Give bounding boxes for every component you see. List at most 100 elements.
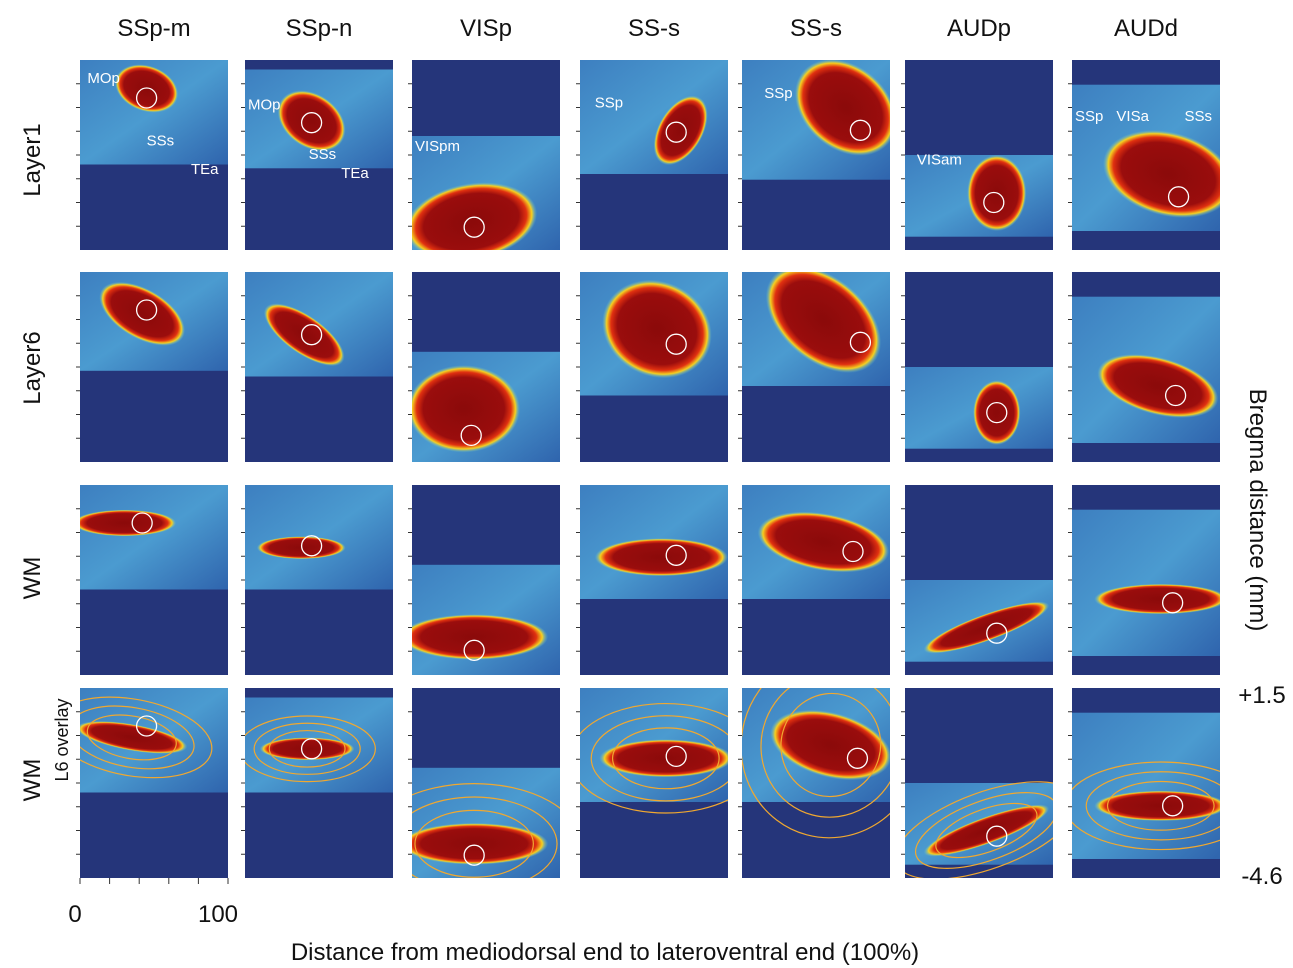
l6-contour xyxy=(905,781,1053,878)
region-label: MOp xyxy=(248,96,281,113)
injection-site xyxy=(846,747,869,769)
l6-contour xyxy=(268,729,346,768)
l6-contour xyxy=(86,714,177,761)
heatmap-panel: SSp VISa SSs xyxy=(1068,60,1220,250)
activation-blob xyxy=(923,601,1050,654)
heatmap-panel xyxy=(576,272,728,462)
region-label: SSp xyxy=(595,95,623,112)
data-band xyxy=(1072,509,1220,656)
panel-content xyxy=(905,60,1053,250)
l6-contour xyxy=(1106,780,1215,831)
heatmap-panel xyxy=(576,688,728,878)
row-label: Layer6 xyxy=(19,331,46,404)
heatmap-panel: VISpm xyxy=(408,60,560,250)
l6-contour xyxy=(590,715,728,802)
activation-blob xyxy=(757,511,890,573)
heatmap-panel xyxy=(901,485,1053,675)
column-title: VISp xyxy=(460,15,512,42)
injection-site xyxy=(983,191,1005,214)
activation-blob xyxy=(599,739,728,778)
injection-site xyxy=(986,622,1008,644)
l6-contour xyxy=(760,688,890,818)
l6-contour xyxy=(935,802,1038,859)
activation-blob xyxy=(973,380,1021,445)
panel-content xyxy=(580,688,728,878)
region-label: VISam xyxy=(917,152,962,169)
injection-site xyxy=(1167,186,1190,208)
region-label: MOp xyxy=(87,70,120,87)
injection-site xyxy=(842,540,864,563)
l6-contour xyxy=(414,809,534,878)
injection-site xyxy=(131,512,153,534)
row-label: WM xyxy=(19,759,46,802)
column-title: AUDd xyxy=(1114,15,1178,42)
l6-contour xyxy=(80,696,213,779)
activation-blob xyxy=(794,60,890,156)
x-tick-label: 100 xyxy=(198,901,238,928)
injection-site xyxy=(135,299,158,321)
l6-contour xyxy=(780,692,882,798)
l6-contour xyxy=(412,783,560,809)
region-label: TEa xyxy=(341,165,369,182)
activation-blob xyxy=(1097,354,1219,418)
panel-content xyxy=(1072,60,1220,250)
x-tick-label: 0 xyxy=(68,901,81,928)
panel-content xyxy=(412,60,560,250)
panel-content xyxy=(412,485,560,675)
column-title: SS-s xyxy=(628,15,680,42)
injection-site xyxy=(460,424,482,447)
l6-contour xyxy=(412,796,558,878)
panel-content xyxy=(245,60,393,250)
heatmap-panel xyxy=(76,688,228,878)
activation-blob xyxy=(770,709,890,781)
heatmap-panel xyxy=(1068,485,1220,675)
heatmap-panel xyxy=(76,272,228,462)
heatmap-panel xyxy=(241,688,393,878)
injection-site xyxy=(1164,384,1187,407)
heatmap-panel xyxy=(1068,272,1220,462)
panel-content xyxy=(412,688,560,878)
activation-blob xyxy=(923,804,1050,857)
panel-content xyxy=(905,688,1053,878)
heatmap-panel: SSp xyxy=(576,60,728,250)
injection-site xyxy=(1161,795,1184,817)
y-tick-label: -4.6 xyxy=(1241,863,1282,890)
data-band xyxy=(245,485,393,590)
activation-blob xyxy=(594,538,728,577)
activation-blob xyxy=(1094,583,1220,615)
panel-content xyxy=(245,485,393,675)
injection-site xyxy=(665,333,687,355)
heatmap-panel: MOp SSs TEa xyxy=(76,60,228,250)
heatmap-panel xyxy=(408,485,560,675)
panel-content xyxy=(245,272,393,462)
injection-site xyxy=(463,844,485,866)
l6-contour xyxy=(245,715,376,783)
panel-content xyxy=(580,60,728,250)
data-band xyxy=(1072,712,1220,859)
activation-blob xyxy=(412,614,549,660)
injection-site xyxy=(463,639,485,661)
injection-site xyxy=(665,121,687,143)
activation-blob xyxy=(263,303,345,367)
panel-content xyxy=(412,272,560,462)
injection-site xyxy=(665,745,687,768)
injection-site xyxy=(986,401,1008,424)
activation-blob xyxy=(412,182,538,250)
heatmap-panel xyxy=(241,485,393,675)
row-label: WM xyxy=(19,557,46,600)
panel-content xyxy=(1072,688,1220,878)
activation-blob xyxy=(412,365,521,453)
region-label: SSp xyxy=(764,85,792,102)
activation-blob xyxy=(602,279,712,379)
panel-content xyxy=(742,272,890,462)
heatmap-panel xyxy=(408,272,560,462)
heatmap-panel: VISam xyxy=(901,60,1053,250)
row-label: Layer1 xyxy=(19,123,46,196)
activation-blob xyxy=(80,509,177,537)
panel-content xyxy=(245,688,393,878)
panel-content xyxy=(905,272,1053,462)
panel-content xyxy=(580,485,728,675)
injection-site xyxy=(300,535,323,557)
panel-content xyxy=(742,688,890,878)
